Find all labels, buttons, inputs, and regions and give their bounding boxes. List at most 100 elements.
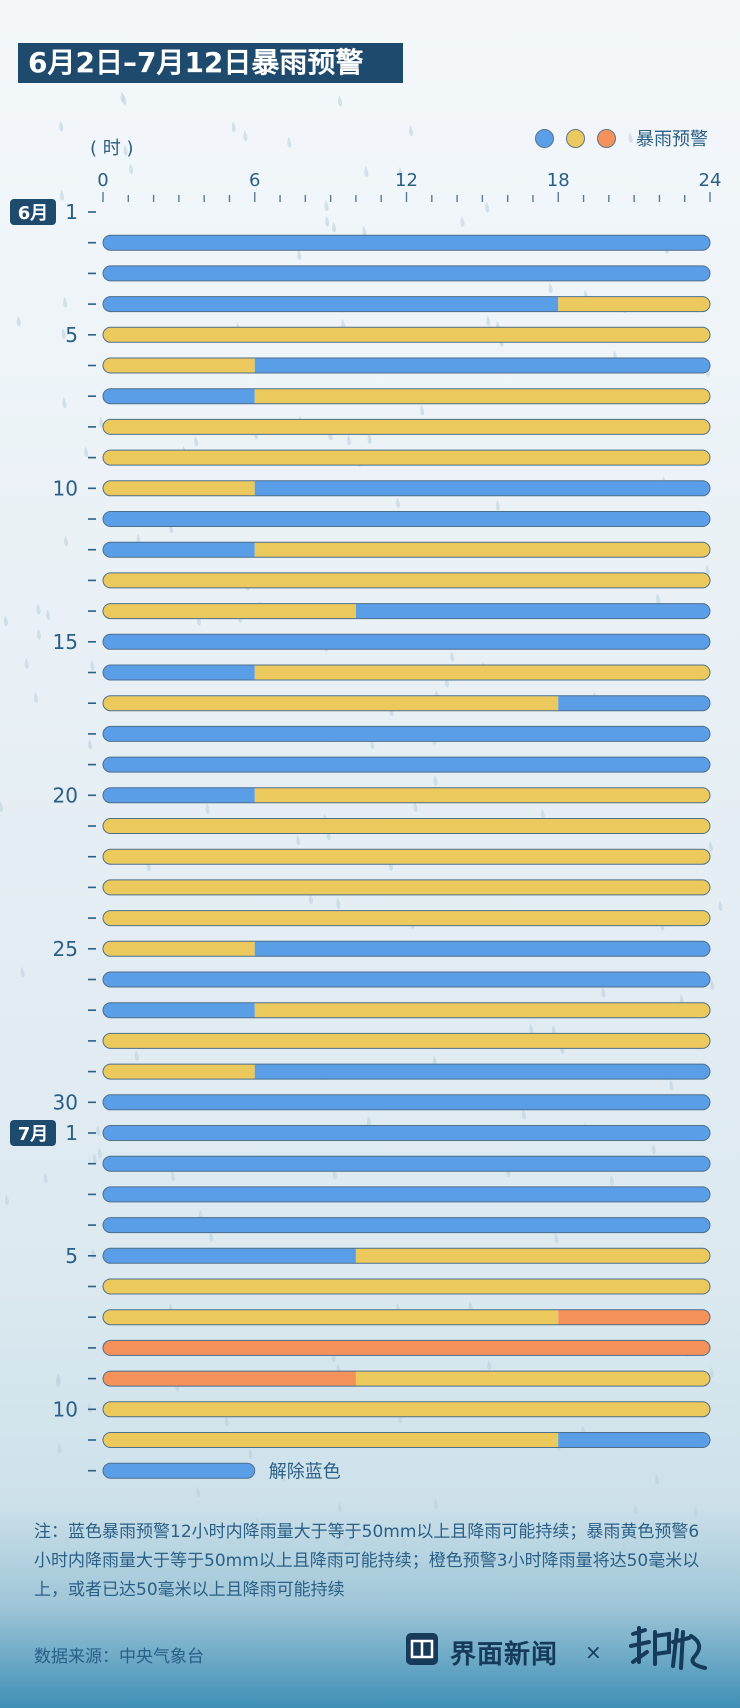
rain-drop [432, 1054, 437, 1066]
x-tick-label: 0 [97, 170, 108, 191]
x-tick-label: 24 [699, 170, 722, 191]
rain-drop [92, 1153, 97, 1165]
warning-bar-outline [102, 296, 711, 313]
rain-drop [90, 659, 95, 671]
rain-drop [548, 282, 553, 294]
warning-bar-yellow [254, 665, 710, 680]
warning-bar-blue [103, 1248, 356, 1264]
day-label: 5 [65, 1244, 78, 1268]
warning-bar-yellow [103, 695, 559, 711]
warning-bar-outline [102, 1094, 711, 1111]
warning-bar-outline [102, 418, 711, 435]
warning-bar-outline [102, 1278, 711, 1295]
rain-drop [88, 738, 93, 750]
rain-drop [96, 1125, 101, 1137]
rain-drop [347, 434, 352, 446]
day-label: 10 [53, 1397, 78, 1421]
warning-bar-yellow [103, 818, 710, 834]
warning-bar-yellow [103, 1309, 559, 1325]
rain-drop [36, 628, 42, 640]
warning-bar-yellow [558, 296, 710, 312]
day-label: 20 [53, 783, 78, 807]
rain-drop [99, 416, 104, 428]
warning-bar-orange [103, 1371, 356, 1387]
rain-drop [654, 1474, 660, 1486]
rain-drop [601, 986, 606, 998]
warning-bar-yellow [103, 358, 255, 373]
rain-drop [398, 166, 403, 178]
rain-drop [57, 1442, 62, 1454]
warning-bar-outline [102, 1063, 711, 1080]
rain-drop [46, 609, 51, 621]
rain-drop [325, 215, 330, 227]
rain-drop [487, 1359, 492, 1371]
rain-drop [413, 801, 418, 813]
rain-drop [669, 1079, 674, 1091]
rain-drop [24, 657, 29, 669]
warning-bar-outline [102, 1370, 711, 1387]
rain-drop [224, 1415, 229, 1427]
x-axis-unit-label: ( 时 ) [90, 138, 134, 159]
warning-bar-orange [558, 1309, 710, 1325]
warning-bar-blue [254, 358, 710, 373]
rain-drop [36, 603, 41, 615]
rain-drop [460, 216, 465, 228]
rain-drop [434, 1498, 439, 1510]
warning-bar-outline [102, 1432, 711, 1448]
rain-drop [554, 1232, 559, 1244]
day-label: 1 [65, 1121, 78, 1145]
warning-bar-outline [102, 971, 711, 988]
rain-drop [97, 1146, 102, 1158]
warning-bar-outline [102, 848, 711, 865]
rain-drop [171, 1170, 176, 1182]
rain-drop [610, 1175, 615, 1187]
warning-bar-blue [103, 235, 710, 251]
day-label: 5 [65, 323, 78, 347]
rain-drop [0, 801, 3, 813]
rain-drop [331, 221, 337, 233]
rain-drop [63, 296, 68, 308]
warning-bar-outline [102, 1217, 711, 1234]
warning-bar-yellow [103, 572, 710, 588]
day-label: 15 [53, 630, 78, 654]
rain-drop [338, 95, 343, 107]
rain-drop [64, 1536, 69, 1548]
warning-bar-blue [103, 296, 559, 312]
rain-drop [521, 1108, 527, 1120]
warning-bar-outline [102, 1339, 711, 1356]
month-badge [10, 1120, 56, 1146]
rain-drop [308, 893, 314, 905]
rain-drop [123, 144, 128, 156]
rain-drop [485, 201, 490, 213]
day-label: 10 [53, 476, 78, 500]
warning-bar-yellow [103, 450, 710, 466]
warning-bar-blue [558, 695, 710, 711]
data-source: 数据来源：中央气象台 [34, 1647, 204, 1667]
rain-drop [33, 691, 39, 703]
warning-bar-outline [102, 357, 711, 374]
warning-bar-yellow [103, 941, 255, 957]
rain-drop [710, 979, 715, 991]
rain-drop [693, 1506, 698, 1518]
page-title: 6月2日–7月12日暴雨预警 [18, 43, 403, 83]
day-label: 30 [53, 1090, 78, 1114]
warning-bar-yellow [103, 1401, 710, 1417]
warning-bar-blue [103, 634, 710, 650]
rain-drop [395, 497, 401, 509]
rain-drop [231, 121, 236, 133]
warning-bar-outline [102, 449, 711, 466]
warning-bar-outline [102, 1309, 711, 1326]
bar-annotation: 解除蓝色 [269, 1462, 341, 1480]
rain-drop [4, 1194, 10, 1206]
warning-bar-blue [254, 480, 710, 496]
warning-bar-outline [102, 1032, 711, 1049]
rain-drop [420, 404, 425, 416]
rain-drop [529, 1023, 534, 1035]
warning-bar-yellow [355, 1371, 710, 1387]
rain-drop [196, 1486, 201, 1498]
rain-drop [243, 130, 248, 142]
rain-drop [61, 328, 66, 340]
warning-bar-blue [103, 726, 710, 742]
rain-drop [59, 120, 64, 132]
warning-bar-blue [103, 1186, 710, 1202]
